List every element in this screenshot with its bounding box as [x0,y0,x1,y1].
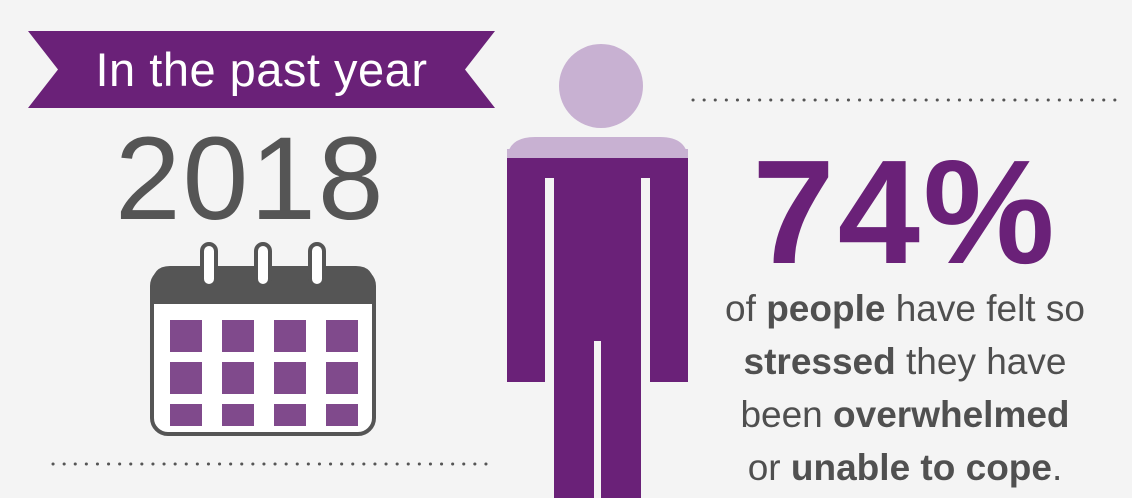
calendar-cell [170,404,202,426]
calendar-cell [274,404,306,426]
person-icon [507,44,688,498]
calendar-cell [222,404,254,426]
stat-percentage: 74% [752,130,1058,295]
description-line-2: stressed they have [743,341,1067,382]
ribbon-banner: In the past year [28,31,495,108]
calendar-cell [326,320,358,352]
calendar-cell [170,362,202,394]
calendar-cell [170,320,202,352]
dotted-divider-left [51,462,488,466]
calendar-cell [326,404,358,426]
calendar-cell [326,362,358,394]
calendar-icon [150,242,376,436]
calendar-cell [222,362,254,394]
calendar-cell [222,320,254,352]
description-line-3: been overwhelmed [740,394,1070,435]
stat-description: of people have felt so stressed they hav… [690,282,1120,494]
dotted-divider-right [691,98,1122,102]
ribbon-shape [28,31,495,108]
calendar-cell [274,362,306,394]
year-label: 2018 [115,113,386,245]
banner-title: In the past year [95,43,428,96]
description-line-1: of people have felt so [725,288,1085,329]
description-line-4: or unable to cope. [747,447,1063,488]
calendar-cell [274,320,306,352]
